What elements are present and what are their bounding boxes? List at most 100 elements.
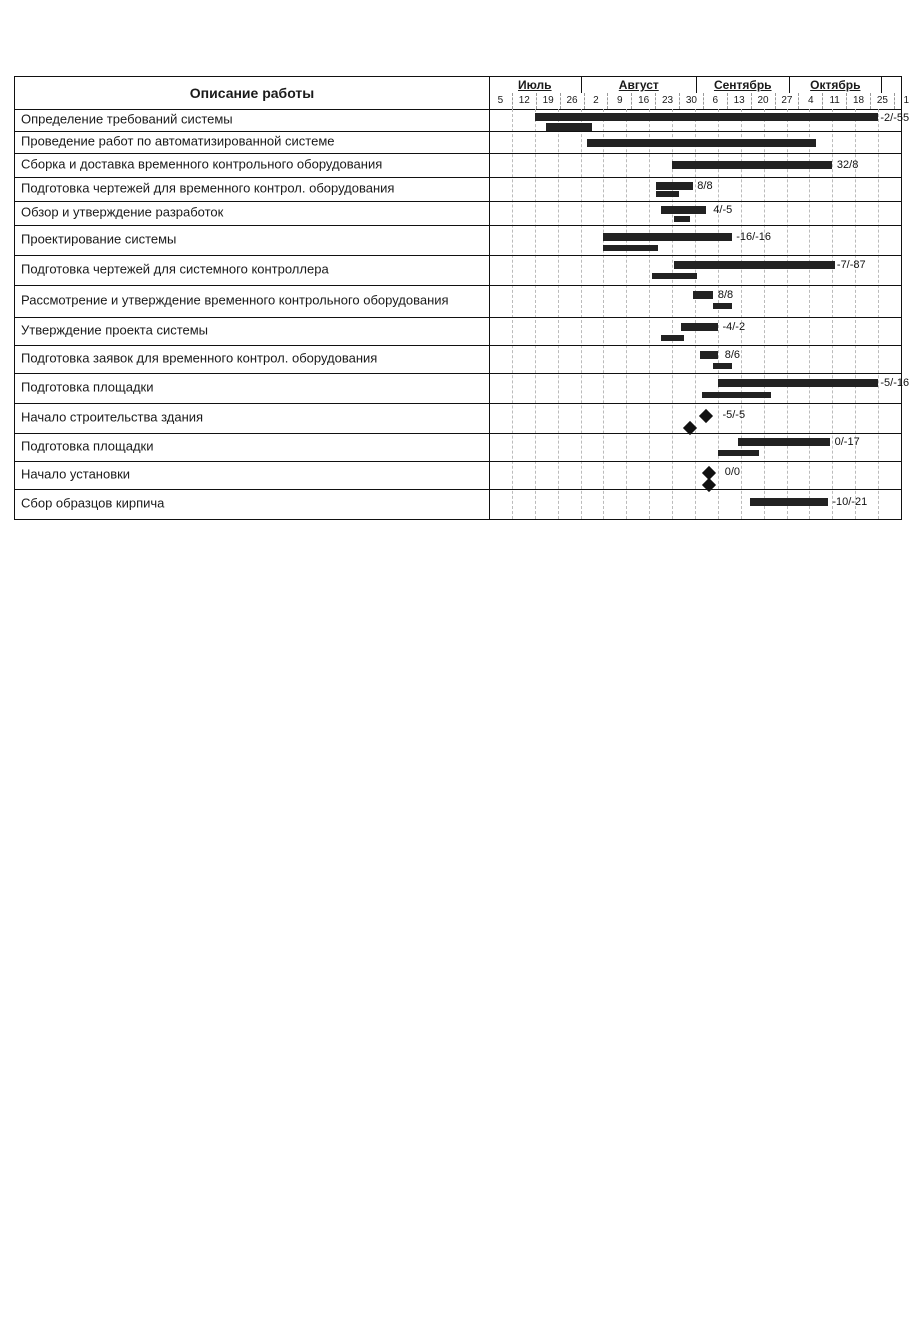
- task-label: Определение требований системы: [21, 113, 485, 128]
- gantt-bar: [661, 206, 707, 214]
- gridline: [603, 109, 604, 519]
- task-row: Сбор образцов кирпича: [15, 489, 489, 520]
- date-label: 20: [752, 93, 776, 109]
- row-separator: [489, 317, 901, 318]
- task-label: Подготовка чертежей для системного контр…: [21, 263, 485, 278]
- gantt-bar: [713, 363, 731, 369]
- gridline: [741, 109, 742, 519]
- gantt-bar: [656, 182, 693, 190]
- gantt-bar: [681, 323, 718, 331]
- task-row: Рассмотрение и утверждение временного ко…: [15, 285, 489, 318]
- date-label: 16: [632, 93, 656, 109]
- bar-annotation: 32/8: [837, 159, 858, 171]
- bar-annotation: -5/-5: [722, 409, 745, 421]
- task-row: Подготовка площадки: [15, 373, 489, 404]
- date-label: 9: [608, 93, 632, 109]
- page: { "chart": { "type": "gantt", "header_ti…: [0, 0, 914, 1323]
- row-separator: [489, 519, 901, 520]
- task-label: Обзор и утверждение разработок: [21, 206, 485, 221]
- date-label: 26: [561, 93, 585, 109]
- gantt-bar: [603, 233, 731, 241]
- task-row: Подготовка площадки: [15, 433, 489, 462]
- gantt-bar: [672, 161, 832, 169]
- row-separator: [489, 153, 901, 154]
- task-row: Проектирование системы: [15, 225, 489, 256]
- gridline: [649, 109, 650, 519]
- month-label: Сентябрь: [697, 77, 790, 93]
- date-label: 2: [585, 93, 609, 109]
- date-label: 27: [776, 93, 800, 109]
- milestone-diamond: [699, 409, 713, 423]
- gantt-bar: [546, 123, 592, 131]
- task-label: Утверждение проекта системы: [21, 324, 485, 339]
- gridline: [809, 109, 810, 519]
- bar-annotation: 0/-17: [835, 436, 860, 448]
- row-separator: [489, 373, 901, 374]
- gridline: [878, 109, 879, 519]
- gridline: [764, 109, 765, 519]
- task-label: Начало строительства здания: [21, 411, 485, 426]
- row-separator: [489, 433, 901, 434]
- gridline: [558, 109, 559, 519]
- gridline: [718, 109, 719, 519]
- row-separator: [489, 225, 901, 226]
- month-label: Август: [582, 77, 697, 93]
- header: Описание работы ИюльАвгустСентябрьОктябр…: [15, 77, 901, 109]
- task-row: Определение требований системы: [15, 109, 489, 132]
- date-label: 19: [537, 93, 561, 109]
- task-label: Начало установки: [21, 468, 485, 483]
- gantt-bar: [587, 139, 816, 147]
- task-row: Подготовка чертежей для временного контр…: [15, 177, 489, 202]
- gantt-bar: [603, 245, 658, 251]
- task-label: Проектирование системы: [21, 233, 485, 248]
- bar-annotation: -4/-2: [722, 321, 745, 333]
- gantt-bar: [535, 113, 878, 121]
- date-label: 18: [847, 93, 871, 109]
- row-separator: [489, 255, 901, 256]
- bar-annotation: 4/-5: [713, 204, 732, 216]
- task-row: Подготовка заявок для временного контрол…: [15, 345, 489, 374]
- month-label: Июль: [489, 77, 582, 93]
- gantt-bar: [674, 216, 690, 222]
- task-label: Подготовка площадки: [21, 381, 485, 396]
- gantt-bar: [652, 273, 698, 279]
- date-label: 1: [895, 93, 914, 109]
- gridline: [672, 109, 673, 519]
- date-label: 25: [871, 93, 895, 109]
- row-separator: [489, 489, 901, 490]
- month-label: Октябрь: [790, 77, 883, 93]
- header-calendar: ИюльАвгустСентябрьОктябрь 51219262916233…: [489, 77, 901, 110]
- bar-annotation: -16/-16: [736, 231, 771, 243]
- gantt-bar: [674, 261, 834, 269]
- header-title: Описание работы: [15, 77, 489, 93]
- task-row: Проведение работ по автоматизированной с…: [15, 131, 489, 154]
- dates-row: 512192629162330613202741118251: [489, 93, 901, 109]
- gantt-bar: [702, 392, 771, 398]
- bar-annotation: -10/-21: [832, 496, 867, 508]
- date-label: 30: [680, 93, 704, 109]
- row-separator: [489, 177, 901, 178]
- date-label: 23: [656, 93, 680, 109]
- months-row: ИюльАвгустСентябрьОктябрь: [489, 77, 901, 93]
- bar-annotation: 8/8: [718, 289, 733, 301]
- task-label: Рассмотрение и утверждение временного ко…: [21, 294, 485, 309]
- row-separator: [489, 201, 901, 202]
- gantt-bar: [693, 291, 714, 299]
- bar-annotation: -5/-16: [880, 377, 909, 389]
- row-separator: [489, 461, 901, 462]
- row-separator: [489, 285, 901, 286]
- task-label: Подготовка заявок для временного контрол…: [21, 352, 485, 367]
- date-label: 5: [489, 93, 513, 109]
- bar-annotation: 8/6: [725, 349, 740, 361]
- task-label: Подготовка площадки: [21, 440, 485, 455]
- task-row: Начало установки: [15, 461, 489, 490]
- task-row: Начало строительства здания: [15, 403, 489, 434]
- gantt-bar: [750, 498, 828, 506]
- bar-annotation: -2/-55: [880, 112, 909, 124]
- gridline: [832, 109, 833, 519]
- task-row: Утверждение проекта системы: [15, 317, 489, 346]
- gantt-bar: [718, 450, 759, 456]
- gridline: [626, 109, 627, 519]
- gridline: [535, 109, 536, 519]
- date-label: 11: [823, 93, 847, 109]
